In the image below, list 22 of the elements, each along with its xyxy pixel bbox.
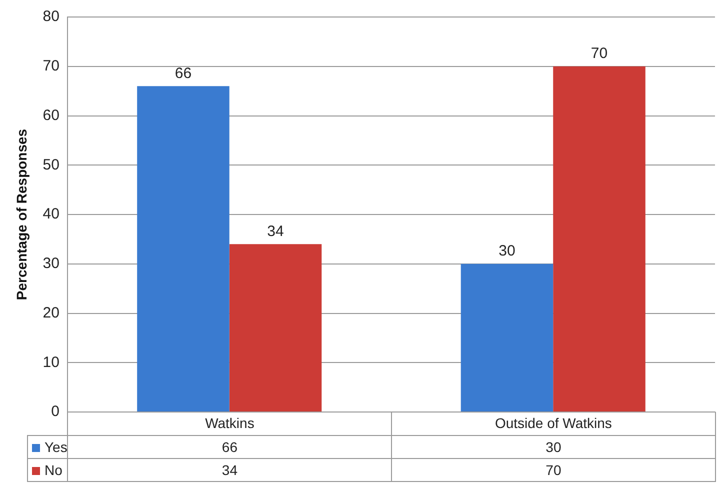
data-label: 34 bbox=[267, 222, 284, 240]
y-tick-label: 70 bbox=[42, 58, 60, 75]
y-tick-label: 20 bbox=[42, 304, 60, 322]
x-tick-label: Outside of Watkins bbox=[392, 412, 716, 435]
legend-label: No bbox=[28, 458, 68, 481]
x-tick-label: Watkins bbox=[68, 412, 392, 435]
data-label: 66 bbox=[174, 64, 192, 82]
y-tick-label: 0 bbox=[51, 403, 60, 420]
text: 66 bbox=[68, 435, 392, 458]
y-tick-label: 30 bbox=[42, 255, 60, 272]
y-tick-label: 50 bbox=[42, 156, 60, 174]
y-tick-label: 10 bbox=[42, 354, 60, 371]
legend-label: Yes bbox=[28, 435, 68, 458]
text: 30 bbox=[392, 435, 716, 458]
text: 70 bbox=[392, 458, 716, 481]
y-tick-label: 80 bbox=[42, 8, 60, 26]
data-label: 30 bbox=[498, 242, 516, 260]
data-label: 70 bbox=[590, 45, 608, 62]
text: 34 bbox=[68, 458, 392, 481]
y-tick-label: 60 bbox=[42, 106, 60, 124]
y-tick-label: 40 bbox=[42, 206, 60, 223]
y-axis-title: Percentage of Responses bbox=[13, 128, 30, 300]
